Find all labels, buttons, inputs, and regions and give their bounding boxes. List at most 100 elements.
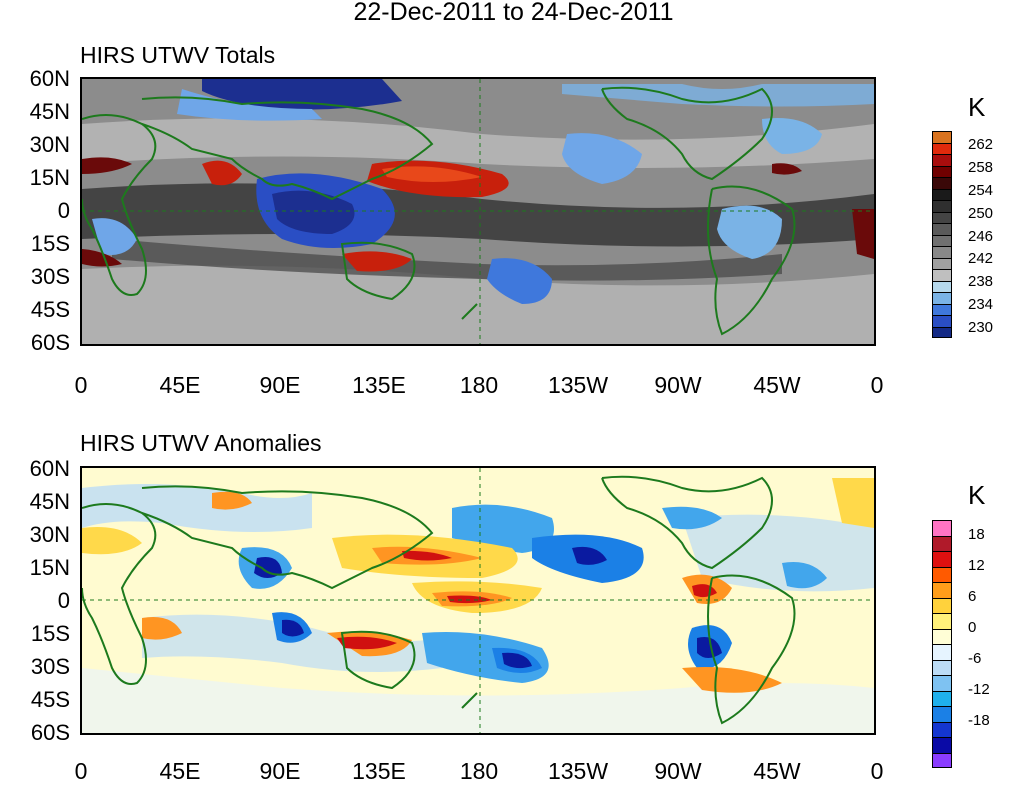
field-red-australia — [337, 636, 397, 650]
colorbar-totals — [932, 131, 952, 338]
lon-label: 0 — [74, 372, 88, 398]
figure-title: 22-Dec-2011 to 24-Dec-2011 — [353, 0, 674, 26]
colorbar-swatch — [932, 257, 952, 269]
anomalies-field — [82, 468, 874, 733]
colorbar-swatch — [932, 628, 952, 644]
field-deepblue-central-pacific — [572, 546, 607, 565]
field-red-west-pacific — [402, 550, 452, 561]
field-blue-north-atlantic — [662, 506, 722, 530]
colorbar-swatch — [932, 520, 952, 536]
field-red-india — [202, 160, 242, 186]
colorbar-swatch — [932, 188, 952, 200]
field-orange-asia — [212, 491, 252, 510]
colorbar-swatch — [932, 597, 952, 613]
coastlines — [82, 86, 796, 336]
lon-label: 90E — [259, 372, 301, 398]
field-deepblue-indian-ocean — [282, 619, 304, 637]
colorbar-label: 230 — [968, 319, 994, 336]
lat-label: 60N — [29, 456, 70, 481]
field-blue-north — [177, 89, 322, 121]
colorbar-unit: K — [968, 92, 986, 122]
asia-coast — [141, 485, 434, 590]
coastlines — [82, 475, 796, 725]
lon-label: 45E — [159, 758, 201, 784]
colorbar-swatch — [932, 644, 952, 660]
lon-label: 90W — [654, 372, 702, 398]
field-red-core — [382, 166, 482, 182]
colorbar-label: 6 — [968, 588, 977, 605]
field-red-equator — [447, 595, 492, 604]
field-yellow-north-africa — [82, 527, 142, 555]
field-lightblue-south — [142, 614, 442, 672]
colorbar-swatch — [932, 200, 952, 212]
colorbar-label: 254 — [968, 182, 994, 199]
north-america-coast — [601, 475, 773, 570]
north-america-coast — [601, 86, 773, 181]
colorbar-swatch — [932, 659, 952, 675]
field-deepblue-maritime — [272, 190, 355, 234]
field-deepblue-spcz — [502, 652, 532, 669]
colorbar-label: 0 — [968, 619, 977, 636]
lon-label: 45E — [159, 372, 201, 398]
colorbar-swatch — [932, 154, 952, 166]
lon-label: 0 — [870, 758, 884, 784]
field-deepblue-south-america — [697, 637, 722, 658]
field-light-south — [82, 265, 874, 344]
field-orange-madagascar — [142, 617, 182, 640]
colorbar-swatch — [932, 269, 952, 281]
field-darkred-atlantic — [852, 209, 874, 259]
lat-label: 0 — [57, 588, 70, 613]
field-blue-africa — [92, 218, 137, 255]
field-blue-pacific — [562, 133, 642, 184]
field-blue-nw-pacific — [452, 504, 554, 553]
colorbar-label: 242 — [968, 250, 994, 267]
colorbar-swatch — [932, 613, 952, 629]
totals-field — [82, 79, 874, 344]
lat-label: 60N — [29, 66, 70, 91]
colorbar-label: 246 — [968, 228, 994, 245]
africa-coast — [82, 503, 157, 685]
lat-label: 45S — [30, 297, 70, 322]
field-lightblue-north — [82, 484, 312, 532]
lat-label: 60S — [30, 720, 70, 745]
colorbar-label: 234 — [968, 296, 994, 313]
lat-label: 0 — [57, 198, 70, 223]
field-deepblue-bay-of-bengal — [254, 557, 282, 578]
field-darkred-africa — [82, 157, 132, 174]
colorbar-label: -12 — [968, 681, 990, 698]
colorbar-swatch — [932, 315, 952, 327]
anomalies-map — [80, 466, 876, 735]
colorbar-label: 238 — [968, 273, 994, 290]
lat-label: 15S — [30, 231, 70, 256]
colorbar-unit: K — [968, 480, 986, 510]
panel-title: HIRS UTWV Totals — [80, 42, 276, 68]
colorbar-label: 258 — [968, 159, 994, 176]
lon-label: 180 — [459, 758, 499, 784]
lat-label: 45S — [30, 687, 70, 712]
colorbar-label: 18 — [968, 526, 985, 543]
colorbar-swatch — [932, 675, 952, 691]
field-blue-south-pacific — [487, 258, 552, 304]
lat-label: 45N — [29, 489, 70, 514]
colorbar-label: -6 — [968, 650, 982, 667]
lat-label: 15S — [30, 621, 70, 646]
colorbar-swatch — [932, 752, 952, 768]
australia-coast — [340, 241, 416, 301]
lat-label: 15N — [29, 165, 70, 190]
field-light-band — [82, 118, 874, 168]
lon-label: 135W — [547, 758, 609, 784]
field-blue-east-atlantic — [782, 562, 827, 589]
field-blue-atlantic — [762, 118, 822, 154]
colorbar-swatch — [932, 246, 952, 258]
field-blue-amazon — [717, 205, 782, 259]
colorbar-swatch — [932, 535, 952, 551]
field-orange-south-america — [682, 667, 782, 693]
africa-coast — [82, 114, 157, 296]
colorbar-label: 262 — [968, 136, 994, 153]
lon-label: 90E — [259, 758, 301, 784]
field-yellow-europe — [832, 478, 874, 528]
colorbar-swatch — [932, 131, 952, 143]
colorbar-swatch — [932, 551, 952, 567]
colorbar-swatch — [932, 326, 952, 338]
field-dark-band-south — [112, 239, 782, 281]
